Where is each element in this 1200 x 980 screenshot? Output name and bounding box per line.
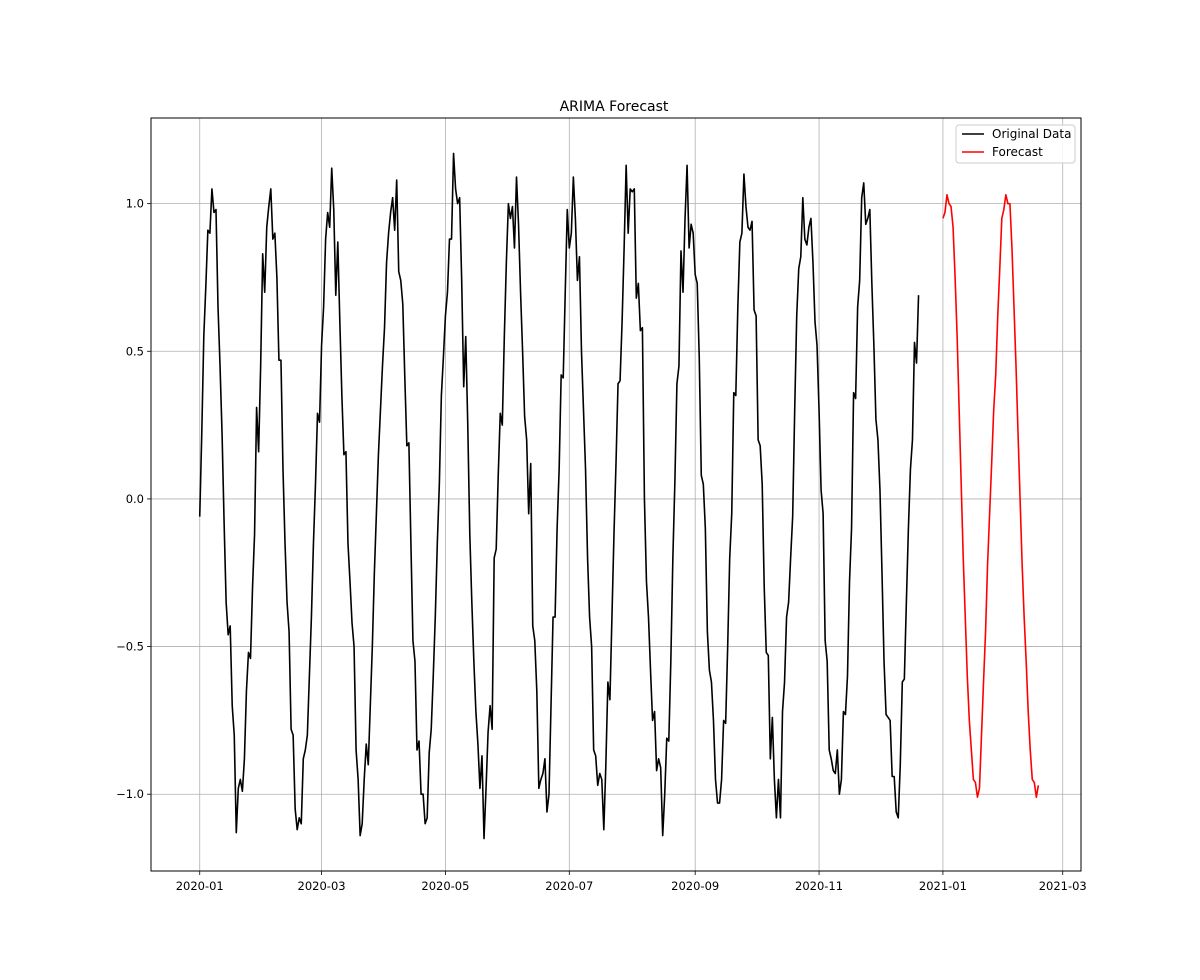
chart-title: ARIMA Forecast [560,99,669,115]
forecast-line [942,193,1040,798]
x-tick-label: 2021-03 [1039,879,1087,893]
original-data-line [198,152,920,840]
plot-frame [150,117,1082,872]
x-tick-label: 2020-09 [671,879,719,893]
y-tick-label: −0.5 [116,640,144,654]
y-tick-label: 1.0 [126,197,144,211]
legend-label: Original Data [992,127,1071,141]
y-axis: 1.0 0.5 0.0 −0.5 −1.0 [116,197,151,801]
y-tick-label: 0.0 [126,492,144,506]
x-axis: 2020-01 2020-03 2020-05 2020-07 2020-09 2020-… [176,871,1087,893]
series-layer [198,152,1040,840]
x-tick-label: 2020-05 [421,879,469,893]
x-tick-label: 2020-11 [795,879,843,893]
x-tick-label: 2020-03 [298,879,346,893]
legend: Original Data Forecast [955,124,1076,164]
y-tick-label: −1.0 [116,787,144,801]
legend-box [955,124,1076,164]
x-tick-label: 2020-07 [545,879,593,893]
grid [151,118,1081,871]
y-tick-label: 0.5 [126,344,144,358]
x-tick-label: 2021-01 [919,879,967,893]
x-tick-label: 2020-01 [176,879,224,893]
legend-label: Forecast [992,145,1043,159]
